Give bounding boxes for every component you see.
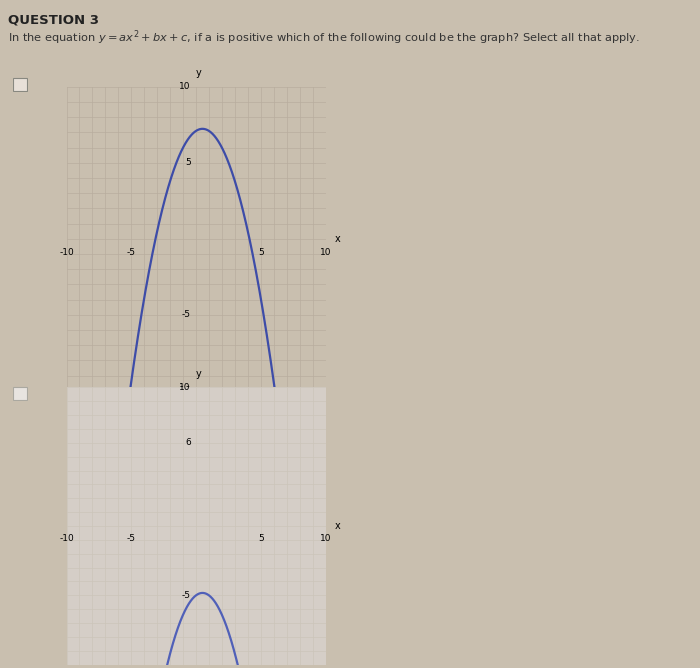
Text: x: x: [335, 521, 340, 531]
Text: QUESTION 3: QUESTION 3: [8, 13, 99, 26]
Text: 10: 10: [320, 534, 331, 543]
Text: 5: 5: [258, 248, 264, 257]
Text: -5: -5: [127, 534, 136, 543]
Text: 5: 5: [185, 158, 191, 167]
Text: -5: -5: [182, 591, 191, 600]
Text: y: y: [196, 67, 202, 77]
Text: In the equation $y = ax^2+bx+c$, if a is positive which of the following could b: In the equation $y = ax^2+bx+c$, if a is…: [8, 28, 640, 47]
Text: 10: 10: [179, 383, 191, 392]
Text: -10: -10: [59, 534, 74, 543]
Text: 10: 10: [179, 82, 191, 92]
Text: 6: 6: [185, 438, 191, 448]
Text: y: y: [196, 369, 202, 379]
Text: -10: -10: [176, 386, 191, 395]
Text: 10: 10: [320, 248, 331, 257]
Text: -5: -5: [182, 311, 191, 319]
Text: 5: 5: [258, 534, 264, 543]
Text: -10: -10: [59, 248, 74, 257]
Text: x: x: [335, 234, 340, 244]
Text: -5: -5: [127, 248, 136, 257]
